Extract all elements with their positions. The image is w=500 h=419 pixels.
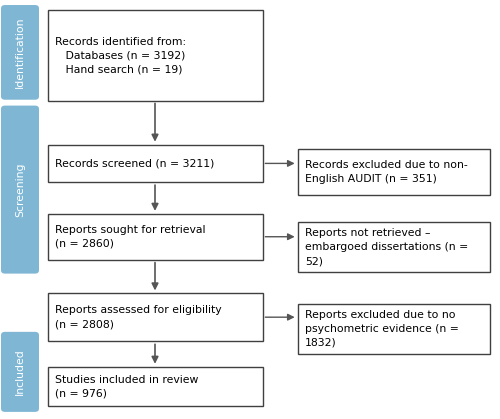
- Text: Reports assessed for eligibility
(n = 2808): Reports assessed for eligibility (n = 28…: [55, 305, 222, 329]
- Text: Reports not retrieved –
embargoed dissertations (n =
52): Reports not retrieved – embargoed disser…: [305, 228, 468, 266]
- Text: Studies included in review
(n = 976): Studies included in review (n = 976): [55, 375, 199, 398]
- FancyBboxPatch shape: [48, 10, 262, 101]
- Text: Records identified from:
   Databases (n = 3192)
   Hand search (n = 19): Records identified from: Databases (n = …: [55, 36, 186, 75]
- FancyBboxPatch shape: [1, 106, 39, 274]
- Text: Reports excluded due to no
psychometric evidence (n =
1832): Reports excluded due to no psychometric …: [305, 310, 459, 348]
- FancyBboxPatch shape: [1, 5, 39, 100]
- FancyBboxPatch shape: [48, 214, 262, 260]
- FancyBboxPatch shape: [298, 149, 490, 195]
- Text: Included: Included: [15, 349, 25, 395]
- Text: Identification: Identification: [15, 17, 25, 88]
- FancyBboxPatch shape: [298, 222, 490, 272]
- FancyBboxPatch shape: [1, 332, 39, 412]
- Text: Screening: Screening: [15, 162, 25, 217]
- Text: Reports sought for retrieval
(n = 2860): Reports sought for retrieval (n = 2860): [55, 225, 206, 249]
- Text: Records excluded due to non-
English AUDIT (n = 351): Records excluded due to non- English AUD…: [305, 160, 468, 184]
- FancyBboxPatch shape: [298, 304, 490, 354]
- FancyBboxPatch shape: [48, 145, 262, 182]
- Text: Records screened (n = 3211): Records screened (n = 3211): [55, 158, 214, 168]
- FancyBboxPatch shape: [48, 367, 262, 406]
- FancyBboxPatch shape: [48, 293, 262, 341]
